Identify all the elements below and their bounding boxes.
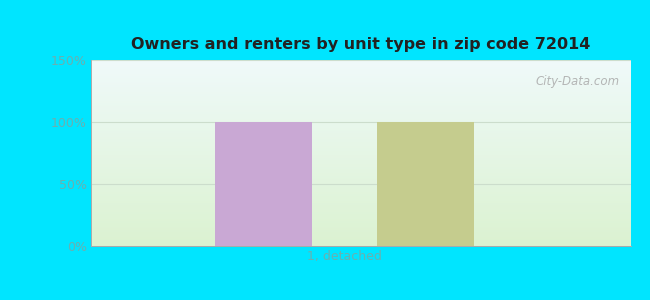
- Title: Owners and renters by unit type in zip code 72014: Owners and renters by unit type in zip c…: [131, 37, 590, 52]
- Bar: [215, 122, 312, 246]
- Bar: [377, 122, 474, 246]
- Text: City-Data.com: City-Data.com: [536, 75, 619, 88]
